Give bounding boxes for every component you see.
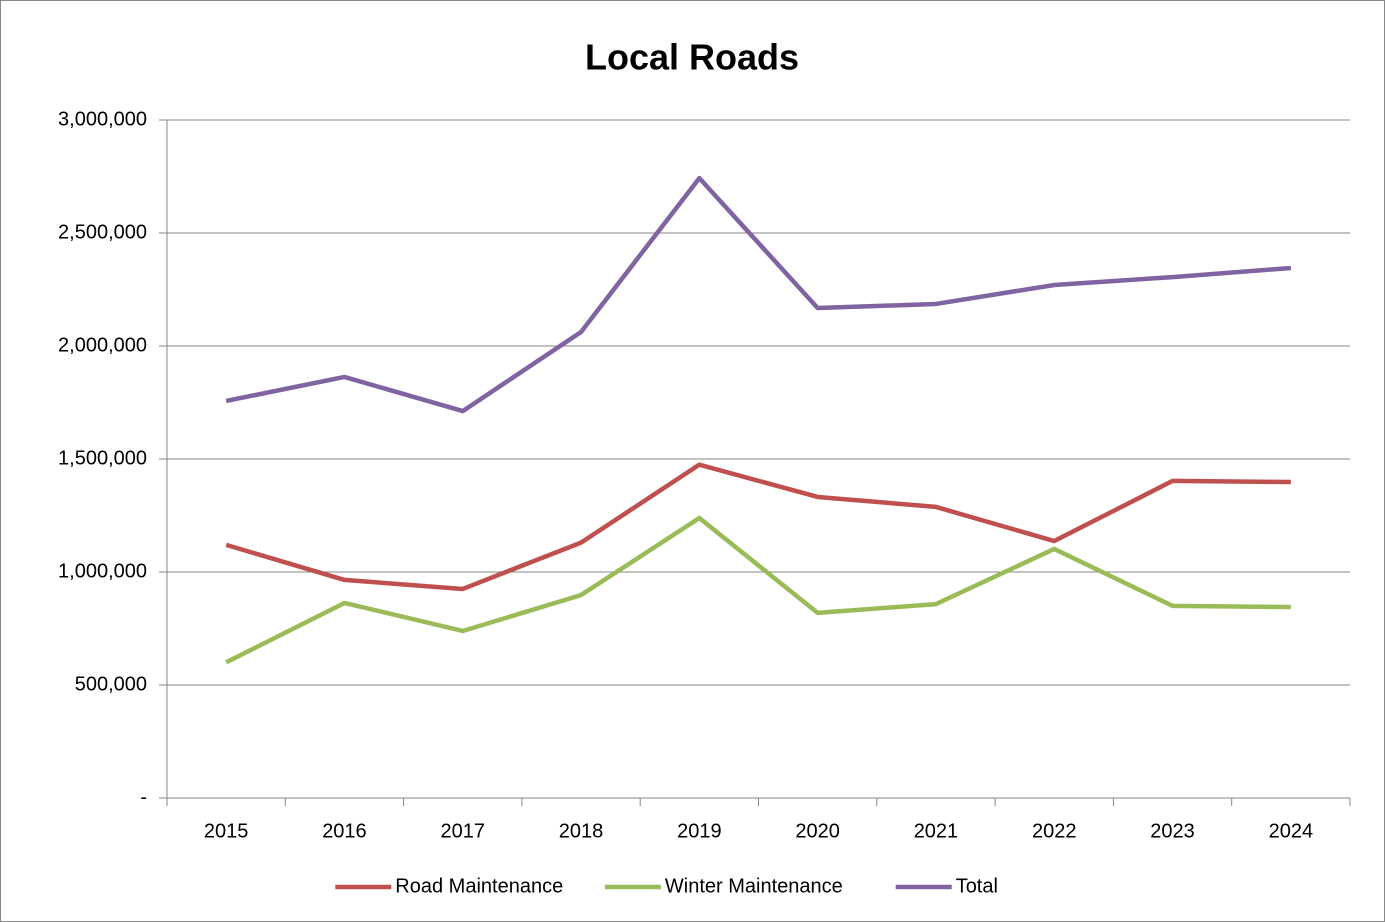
line-series: [225, 515, 1291, 665]
legend-label: Total: [956, 875, 998, 897]
line-series: [225, 462, 1291, 592]
x-tick-label: 2019: [677, 820, 722, 842]
y-tick-label: 1,000,000: [58, 560, 147, 582]
x-tick-label: 2024: [1269, 820, 1314, 842]
y-tick-label: 2,500,000: [58, 221, 147, 243]
x-tick-label: 2023: [1150, 820, 1195, 842]
x-tick-label: 2020: [795, 820, 840, 842]
x-tick-label: 2015: [204, 820, 249, 842]
y-tick-label: 500,000: [75, 673, 147, 695]
x-tick-label: 2016: [322, 820, 367, 842]
line-series: [225, 175, 1292, 414]
x-tick-label: 2017: [441, 820, 486, 842]
y-tick-label: 3,000,000: [58, 108, 147, 130]
y-tick-label: 2,000,000: [58, 334, 147, 356]
x-tick-label: 2022: [1032, 820, 1077, 842]
x-tick-label: 2018: [559, 820, 604, 842]
legend-label: Road Maintenance: [395, 875, 563, 897]
chart-title: Local Roads: [585, 37, 799, 78]
x-tick-label: 2021: [914, 820, 959, 842]
y-tick-label: 1,500,000: [58, 447, 147, 469]
y-tick-label: -: [140, 786, 147, 808]
legend-label: Winter Maintenance: [665, 875, 843, 897]
